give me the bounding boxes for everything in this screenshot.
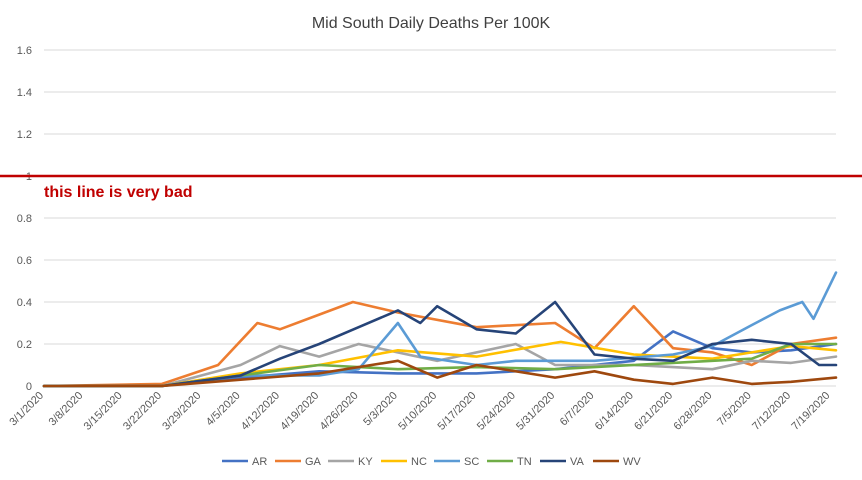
x-tick-label: 6/21/2020	[632, 390, 675, 433]
x-tick-label: 5/24/2020	[475, 390, 518, 433]
y-tick-label: 1.6	[17, 45, 32, 57]
legend: AR GA KY NC SC TN VA WV	[222, 456, 641, 468]
y-tick-label: 0.6	[17, 255, 32, 267]
y-tick-label: 1.4	[17, 87, 32, 99]
x-tick-label: 5/31/2020	[514, 390, 557, 433]
x-tick-label: 4/26/2020	[318, 390, 361, 433]
x-tick-label: 3/15/2020	[82, 390, 125, 433]
y-axis-ticks: 00.20.40.60.811.21.41.6	[17, 45, 32, 393]
chart-title: Mid South Daily Deaths Per 100K	[312, 15, 551, 32]
x-tick-label: 7/5/2020	[715, 390, 754, 429]
x-tick-label: 6/7/2020	[558, 390, 597, 429]
x-tick-label: 7/12/2020	[750, 390, 793, 433]
x-tick-label: 6/14/2020	[593, 390, 636, 433]
x-tick-label: 5/3/2020	[361, 390, 400, 429]
legend-label-sc: SC	[464, 456, 479, 468]
x-tick-label: 4/19/2020	[278, 390, 321, 433]
legend-label-ga: GA	[305, 456, 322, 468]
x-tick-label: 5/10/2020	[396, 390, 439, 433]
y-tick-label: 1.2	[17, 129, 32, 141]
x-tick-label: 3/1/2020	[7, 390, 46, 429]
series-line-nc	[42, 340, 838, 388]
x-tick-label: 3/22/2020	[121, 390, 164, 433]
series-line-ky	[42, 342, 838, 388]
threshold-label: this line is very bad	[44, 184, 193, 201]
legend-label-ky: KY	[358, 456, 373, 468]
legend-label-va: VA	[570, 456, 585, 468]
legend-label-nc: NC	[411, 456, 427, 468]
x-tick-label: 7/19/2020	[789, 390, 832, 433]
legend-label-wv: WV	[623, 456, 641, 468]
legend-label-ar: AR	[252, 456, 267, 468]
y-tick-label: 0.4	[17, 297, 32, 309]
x-tick-label: 3/29/2020	[160, 390, 203, 433]
legend-label-tn: TN	[517, 456, 532, 468]
y-tick-label: 0	[26, 381, 32, 393]
series-line-tn	[42, 342, 838, 388]
series-line-va	[42, 300, 838, 388]
series-line-wv	[42, 359, 838, 388]
x-tick-label: 6/28/2020	[671, 390, 714, 433]
series-lines	[42, 271, 838, 388]
x-axis-ticks: 3/1/2020 3/8/20203/15/20203/22/20203/29/2…	[7, 390, 832, 433]
x-tick-label: 4/5/2020	[204, 390, 243, 429]
y-tick-label: 0.8	[17, 213, 32, 225]
x-tick-label: 5/17/2020	[436, 390, 479, 433]
x-tick-label: 4/12/2020	[239, 390, 282, 433]
y-tick-label: 0.2	[17, 339, 32, 351]
x-tick-label: 3/8/2020	[47, 390, 86, 429]
gridlines	[44, 49, 836, 387]
